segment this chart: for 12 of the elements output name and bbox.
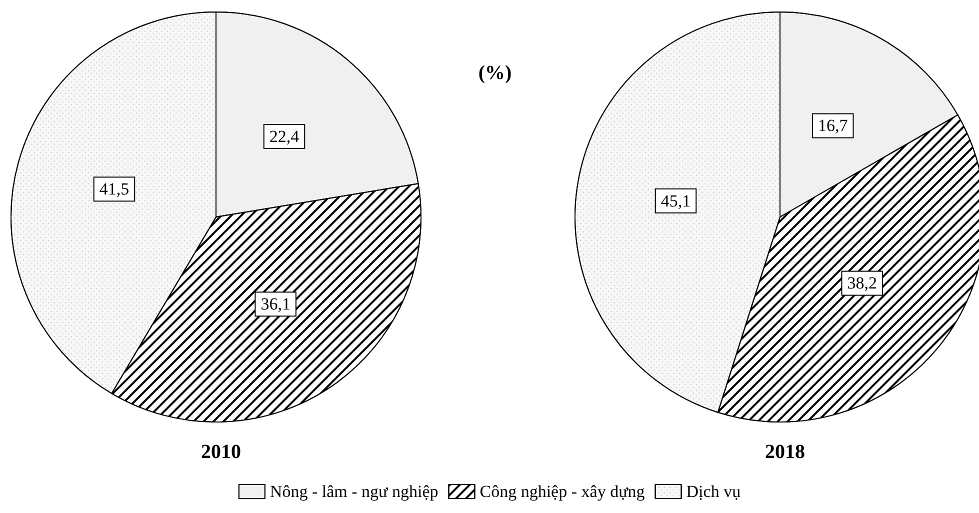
legend-label: Dịch vụ xyxy=(686,482,742,501)
slice-label: 2010 xyxy=(201,441,241,463)
text: (%) xyxy=(478,62,512,84)
data-label: 16,7 xyxy=(818,116,848,136)
data-label: 45,1 xyxy=(660,191,691,210)
data-label: 38,2 xyxy=(847,274,878,293)
data-label: 41,5 xyxy=(99,180,130,199)
data-label: 22,4 xyxy=(269,127,300,146)
slice-label: 2018 xyxy=(765,441,805,463)
legend-label: Nông - lâm - ngư nghiệp xyxy=(270,482,438,501)
legend-label: Công nghiệp - xây dựng xyxy=(480,482,646,501)
data-label: 36,1 xyxy=(260,294,290,314)
